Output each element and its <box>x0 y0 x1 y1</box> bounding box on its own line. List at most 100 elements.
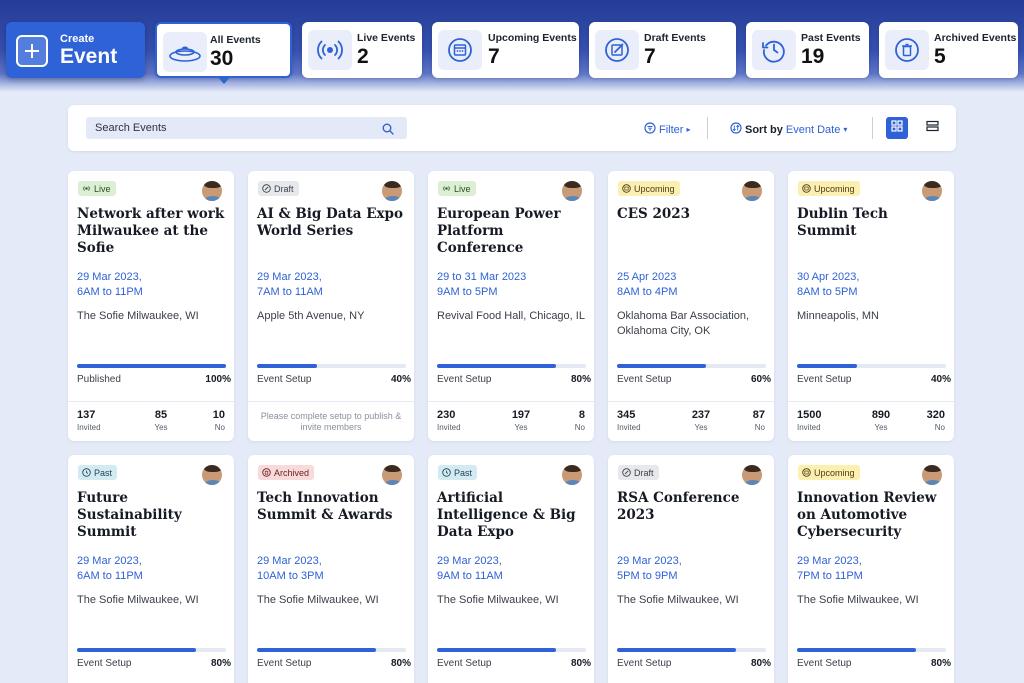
avatar[interactable] <box>561 464 583 486</box>
event-title[interactable]: Innovation Review on Automotive Cybersec… <box>797 490 937 540</box>
sort-dropdown[interactable]: Sort by Event Date ▾ <box>730 122 847 137</box>
avatar[interactable] <box>741 464 763 486</box>
event-card[interactable]: Live Network after work Milwaukee at the … <box>68 171 234 441</box>
event-date: 29 Mar 2023, <box>77 555 142 567</box>
avatar[interactable] <box>201 180 223 202</box>
card-divider <box>428 401 594 402</box>
event-card[interactable]: Past Artificial Intelligence & Big Data E… <box>428 455 594 683</box>
event-card[interactable]: Upcoming CES 2023 25 Apr 2023 8AM to 4PM Okl… <box>608 171 774 441</box>
status-badge: Past <box>78 465 118 480</box>
event-card[interactable]: Live European Power Platform Conference 29… <box>428 171 594 441</box>
event-title[interactable]: European Power Platform Conference <box>437 206 561 256</box>
broadcast-icon <box>308 30 352 70</box>
status-label: Upcoming <box>634 183 675 194</box>
no-count: 320 <box>926 409 945 421</box>
event-location: Minneapolis, MN <box>797 310 879 322</box>
stat-draft-events[interactable]: Draft Events 7 <box>589 22 736 78</box>
yes-count: 890 <box>871 409 891 421</box>
progress-bar <box>437 364 586 368</box>
invited-count: 345 <box>617 409 636 421</box>
no-count: 10 <box>212 409 225 421</box>
status-badge: Past <box>438 465 478 480</box>
event-time: 6AM to 11PM <box>77 570 143 582</box>
search-icon[interactable] <box>382 122 394 140</box>
avatar[interactable] <box>201 464 223 486</box>
status-badge: Upcoming <box>798 465 860 480</box>
event-card[interactable]: Past Future Sustainability Summit 29 Mar 2… <box>68 455 234 683</box>
setup-note: Please complete setup to publish & invit… <box>260 411 402 432</box>
avatar[interactable] <box>921 464 943 486</box>
avatar[interactable] <box>381 464 403 486</box>
progress-bar <box>77 648 226 652</box>
create-label: Create <box>60 33 95 45</box>
filter-label: Filter <box>659 123 684 136</box>
progress-label: Event Setup <box>797 658 852 669</box>
event-title[interactable]: Tech Innovation Summit & Awards <box>257 490 393 523</box>
rsvp-invited: 345 Invited <box>617 409 641 432</box>
stat-upcoming-events[interactable]: Upcoming Events 7 <box>432 22 579 78</box>
status-label: Archived <box>274 467 310 478</box>
event-card[interactable]: Draft RSA Conference 2023 29 Mar 2023, 5PM … <box>608 455 774 683</box>
event-card[interactable]: Upcoming Innovation Review on Automotive … <box>788 455 954 683</box>
stat-past-events[interactable]: Past Events 19 <box>746 22 869 78</box>
grid-view-button[interactable] <box>886 117 908 139</box>
progress-label: Event Setup <box>437 658 492 669</box>
invited-label: Invited <box>797 423 821 432</box>
avatar[interactable] <box>921 180 943 202</box>
create-event-button[interactable]: Create Event <box>6 22 145 78</box>
event-card[interactable]: Archived Tech Innovation Summit & Awards 2… <box>248 455 414 683</box>
event-title[interactable]: RSA Conference 2023 <box>617 490 740 523</box>
stat-live-events[interactable]: Live Events 2 <box>302 22 422 78</box>
status-badge: Archived <box>258 465 315 480</box>
trash-icon <box>885 30 929 70</box>
card-divider <box>788 401 954 402</box>
event-title[interactable]: Dublin Tech Summit <box>797 206 888 239</box>
no-label: No <box>574 423 585 432</box>
invited-count: 1500 <box>797 409 822 421</box>
yes-label: Yes <box>514 423 528 432</box>
event-time: 7PM to 11PM <box>797 570 863 582</box>
rsvp-yes: 237 Yes <box>689 409 713 432</box>
event-time: 5PM to 9PM <box>617 570 678 582</box>
event-title[interactable]: Artificial Intelligence & Big Data Expo <box>437 490 576 540</box>
progress-fill <box>257 364 317 368</box>
event-time: 8AM to 5PM <box>797 286 858 298</box>
avatar[interactable] <box>741 180 763 202</box>
filter-button[interactable]: Filter ▸ <box>644 122 690 137</box>
event-title[interactable]: CES 2023 <box>617 206 691 222</box>
event-title[interactable]: Network after work Milwaukee at the Sofi… <box>77 206 225 256</box>
status-label: Past <box>94 467 113 478</box>
stat-archived-events[interactable]: Archived Events 5 <box>879 22 1018 78</box>
invited-label: Invited <box>77 423 101 432</box>
chevron-down-icon: ▾ <box>843 125 848 134</box>
event-location: The Sofie Milwaukee, WI <box>257 594 379 606</box>
progress-fill <box>437 364 557 368</box>
event-card[interactable]: Draft AI & Big Data Expo World Series 29 M… <box>248 171 414 441</box>
event-location: Revival Food Hall, Chicago, IL <box>437 310 585 322</box>
progress-bar <box>257 648 406 652</box>
past-status-icon <box>442 468 451 477</box>
divider <box>872 117 873 139</box>
progress-bar <box>437 648 586 652</box>
event-title[interactable]: Future Sustainability Summit <box>77 490 182 540</box>
avatar[interactable] <box>561 180 583 202</box>
list-view-button[interactable] <box>921 117 943 139</box>
avatar[interactable] <box>381 180 403 202</box>
progress-label: Event Setup <box>437 374 492 385</box>
event-date: 29 Mar 2023, <box>257 555 322 567</box>
progress-fill <box>257 648 377 652</box>
event-location: The Sofie Milwaukee, WI <box>77 310 199 322</box>
stat-label: Archived Events <box>934 32 1017 44</box>
status-badge: Live <box>78 181 116 196</box>
search-input[interactable] <box>86 117 407 139</box>
stat-count: 7 <box>644 45 656 68</box>
yes-label: Yes <box>694 423 708 432</box>
event-card[interactable]: Upcoming Dublin Tech Summit 30 Apr 2023, 8A… <box>788 171 954 441</box>
card-divider <box>68 401 234 402</box>
divider <box>707 117 708 139</box>
stat-all-events[interactable]: All Events 30 <box>155 22 292 78</box>
event-title[interactable]: AI & Big Data Expo World Series <box>257 206 403 239</box>
event-time: 7AM to 11AM <box>257 286 323 298</box>
event-date: 29 Mar 2023, <box>257 271 322 283</box>
live-status-icon <box>82 184 91 193</box>
